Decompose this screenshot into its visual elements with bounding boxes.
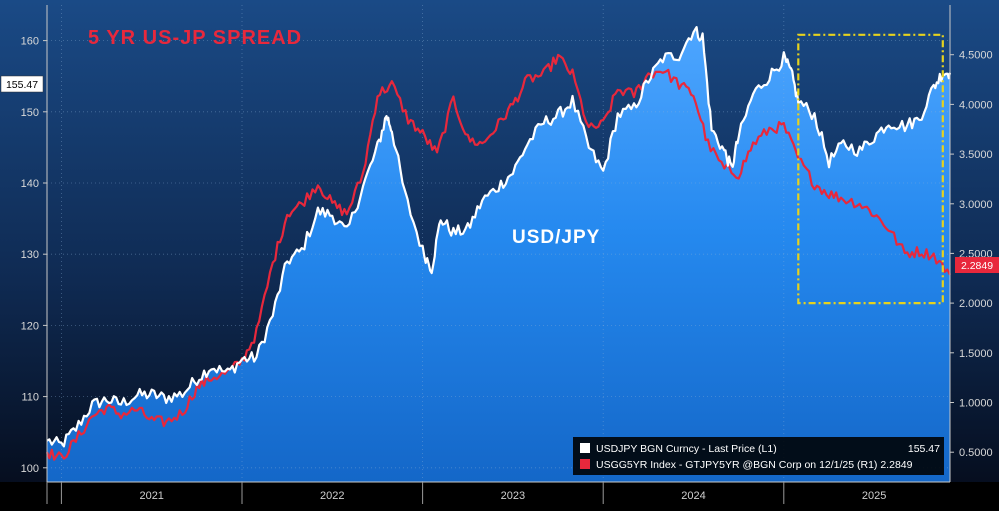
x-tick-label: 2025 <box>862 490 886 502</box>
legend-label-usdjpy: USDJPY BGN Curncy - Last Price (L1) <box>596 443 777 455</box>
x-tick-label: 2021 <box>139 490 163 502</box>
left-tick-label: 150 <box>21 107 39 119</box>
right-tick-label: 4.5000 <box>959 50 993 62</box>
highlight-box <box>797 33 944 305</box>
right-tick-label: 1.5000 <box>959 348 993 360</box>
axes: 100 110 120 130 140 150 160 0.5000 1.0000 1.5000 2… <box>21 5 993 482</box>
right-tick-label: 0.5000 <box>959 447 993 459</box>
right-tick-label: 2.0000 <box>959 298 993 310</box>
left-tick-label: 100 <box>21 463 39 475</box>
x-axis-strip <box>0 482 999 511</box>
left-tick-label: 140 <box>21 178 39 190</box>
x-tick-label: 2022 <box>320 490 344 502</box>
legend: USDJPY BGN Curncy - Last Price (L1) 155.… <box>573 437 944 475</box>
right-tick-label: 3.0000 <box>959 199 993 211</box>
right-tick-label: 4.0000 <box>959 99 993 111</box>
legend-label-spread: USGG5YR Index - GTJPY5YR @BGN Corp on 12… <box>596 459 913 471</box>
annotation-usdjpy: USD/JPY <box>512 227 600 248</box>
right-tick-label: 1.0000 <box>959 398 993 410</box>
x-tick-label: 2024 <box>681 490 705 502</box>
highlight-box-rect <box>797 33 944 305</box>
left-tick-label: 120 <box>21 320 39 332</box>
area-fill <box>47 27 950 482</box>
left-tick-label: 160 <box>21 36 39 48</box>
last-value-usdjpy: 155.47 <box>6 79 38 91</box>
last-value-spread: 2.2849 <box>961 260 993 272</box>
legend-background <box>573 437 944 475</box>
legend-value-usdjpy: 155.47 <box>908 443 940 455</box>
left-tick-label: 130 <box>21 249 39 261</box>
area-usdjpy <box>47 27 950 482</box>
legend-swatch-spread <box>580 459 590 469</box>
last-value-tag-usdjpy: 155.47 <box>0 75 44 93</box>
legend-swatch-usdjpy <box>580 443 590 453</box>
x-tick-label: 2023 <box>501 490 525 502</box>
series-line-usdjpy <box>46 26 952 448</box>
last-value-tag-spread: 2.2849 <box>955 257 999 273</box>
left-tick-label: 110 <box>21 392 39 404</box>
chart-title: 5 YR US-JP SPREAD <box>88 27 302 49</box>
x-axis: 2021 2022 2023 2024 2025 <box>0 481 999 511</box>
right-tick-label: 3.5000 <box>959 149 993 161</box>
